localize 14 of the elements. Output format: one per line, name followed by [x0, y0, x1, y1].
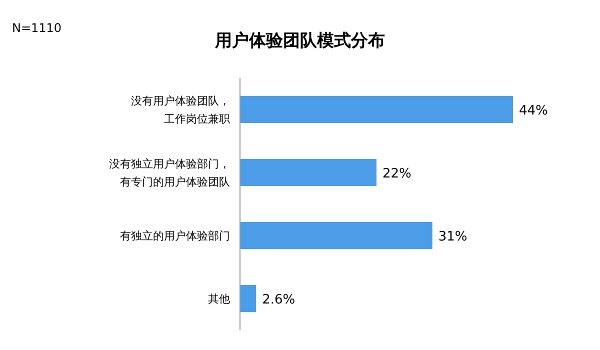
data-label: 22%	[382, 166, 412, 182]
bar	[240, 285, 256, 312]
y-tick-label: 没有独立用户体验部门，有专门的用户体验团队	[109, 158, 230, 188]
data-label: 44%	[519, 104, 548, 118]
y-tick-label: 其他	[208, 292, 230, 306]
bar	[240, 159, 376, 186]
y-tick-label: 没有用户体验团队，工作岗位兼职	[131, 94, 230, 126]
chart-title: 用户体验团队模式分布	[214, 31, 385, 51]
y-tick-label: 有独立的用户体验部门	[120, 230, 230, 242]
data-label: 31%	[438, 230, 468, 244]
bar	[240, 222, 432, 249]
text: N=1110	[12, 21, 62, 35]
data-label: 2.6%	[262, 292, 296, 308]
bar	[240, 96, 513, 123]
